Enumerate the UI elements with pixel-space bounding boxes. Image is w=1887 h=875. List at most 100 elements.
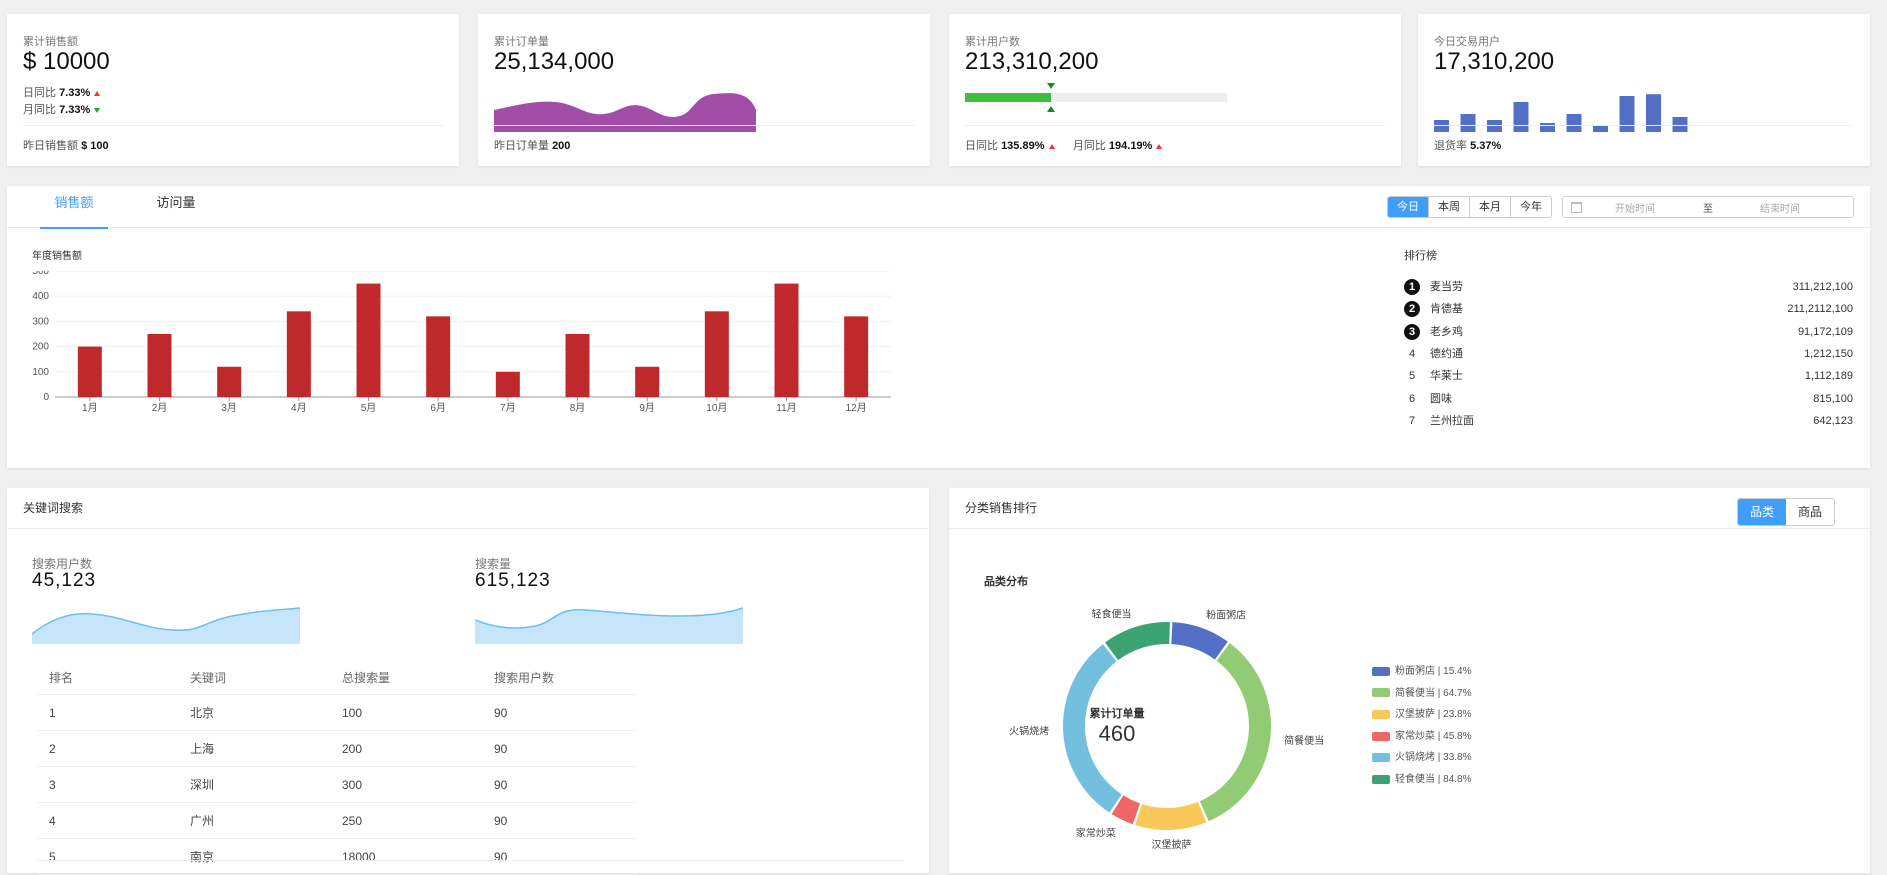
search-count-area-chart: [475, 607, 743, 644]
search-users-area-chart: [32, 607, 300, 644]
col-total-searches: 总搜索量: [341, 660, 493, 695]
donut-slice[interactable]: [1199, 643, 1271, 822]
category-type-button[interactable]: 品类: [1738, 499, 1787, 525]
search-count-area: [475, 608, 743, 644]
arrow-up-icon: [1156, 143, 1163, 149]
donut-slice[interactable]: [1135, 801, 1207, 830]
period-year-button[interactable]: 今年: [1510, 197, 1551, 217]
rank-score: 815,100: [1813, 392, 1853, 405]
table-cell: 90: [493, 730, 638, 767]
ranking-item: 3 老乡鸡 91,172,109: [1404, 321, 1853, 343]
search-count-value: 615,123: [475, 570, 551, 591]
donut-hole: [1086, 645, 1248, 807]
stat-card-orders: 累计订单量 25,134,000 昨日订单量 200: [478, 14, 930, 166]
stat-footer: 退货率 5.37%: [1434, 125, 1854, 166]
end-date-input[interactable]: 结束时间: [1760, 204, 1800, 215]
table-cell: 90: [493, 694, 638, 731]
bar[interactable]: [495, 371, 520, 397]
stat-value: 17,310,200: [1434, 48, 1555, 75]
arrow-down-icon: [94, 107, 101, 113]
legend-item[interactable]: 轻食便当 | 84.8%: [1372, 771, 1472, 789]
rank-name: 德约通: [1430, 347, 1463, 360]
legend-label: 轻食便当 | 84.8%: [1395, 774, 1472, 785]
rank-name: 老乡鸡: [1430, 325, 1463, 338]
bar[interactable]: [774, 283, 799, 397]
period-today-button[interactable]: 今日: [1388, 197, 1428, 217]
stat-label: 累计订单量: [494, 36, 549, 48]
date-range-picker[interactable]: 开始时间 至 结束时间: [1562, 196, 1854, 218]
traders-mini-bar-chart: [1434, 94, 1688, 132]
donut-slice[interactable]: [1063, 644, 1122, 813]
donut-slice-label: 火锅烧烤: [1009, 725, 1049, 738]
rank-name: 麦当劳: [1430, 281, 1463, 293]
y-tick-label: 300: [32, 316, 49, 327]
category-header: 分类销售排行: [949, 488, 1870, 529]
mini-bar: [1566, 114, 1582, 132]
keyword-header: 关键词搜索: [7, 488, 929, 529]
keyword-table-body: 1 北京 100 90 2 上海 200 90 3 深圳 300 90 4 广州 250 90 5 南京 18000…: [38, 694, 638, 875]
bar[interactable]: [426, 316, 451, 397]
tab-sales[interactable]: 销售额: [40, 186, 108, 229]
sales-tabs: 销售额 访问量: [7, 186, 1870, 229]
rank-score: 1,112,189: [1804, 370, 1853, 383]
rank-score: 642,123: [1813, 414, 1853, 427]
bar[interactable]: [217, 366, 242, 397]
donut-center-label: 累计订单量: [1089, 708, 1145, 720]
legend-swatch: [1372, 666, 1390, 676]
search-users-line: [32, 607, 300, 635]
chart-title: 年度销售额: [32, 251, 82, 262]
legend-item[interactable]: 火锅烧烤 | 33.8%: [1372, 749, 1472, 767]
x-tick-label: 1月: [82, 402, 98, 414]
donut-slice[interactable]: [1171, 622, 1228, 660]
bar[interactable]: [77, 346, 102, 397]
legend-swatch: [1372, 710, 1390, 720]
legend-item[interactable]: 简餐便当 | 64.7%: [1372, 685, 1472, 703]
arrow-up-icon: [94, 90, 101, 96]
x-tick-label: 5月: [361, 402, 377, 414]
progress-marker-icon: [1047, 106, 1056, 112]
legend-label: 家常炒菜 | 45.8%: [1395, 730, 1472, 742]
col-search-users: 搜索用户数: [493, 660, 638, 695]
stat-label: 累计用户数: [965, 36, 1020, 48]
col-keyword: 关键词: [189, 660, 341, 695]
x-tick-label: 7月: [500, 402, 516, 414]
table-row: 3 深圳 300 90: [38, 766, 638, 803]
orders-area: [494, 93, 756, 132]
rank-name: 圆味: [1430, 392, 1452, 405]
tab-visits[interactable]: 访问量: [156, 195, 196, 210]
keyword-title: 关键词搜索: [23, 501, 84, 515]
y-tick-label: 200: [32, 342, 49, 353]
table-cell: 南京: [189, 838, 341, 875]
bar[interactable]: [704, 311, 729, 397]
bar[interactable]: [356, 283, 381, 397]
bar[interactable]: [844, 316, 869, 397]
donut-slice-label: 轻食便当: [1092, 607, 1132, 620]
bar[interactable]: [565, 334, 590, 397]
start-date-input[interactable]: 开始时间: [1615, 204, 1655, 215]
rank-number: 5: [1408, 370, 1416, 383]
table-cell: 深圳: [189, 766, 341, 803]
legend-item[interactable]: 粉面粥店 | 15.4%: [1372, 663, 1472, 681]
table-row: 1 北京 100 90: [38, 694, 638, 731]
period-month-button[interactable]: 本月: [1469, 197, 1510, 217]
legend-label: 粉面粥店 | 15.4%: [1395, 666, 1472, 677]
product-type-button[interactable]: 商品: [1798, 505, 1823, 519]
legend-item[interactable]: 家常炒菜 | 45.8%: [1372, 728, 1472, 746]
bar[interactable]: [635, 366, 660, 397]
period-week-button[interactable]: 本周: [1428, 197, 1469, 217]
rank-score: 211,2112,100: [1787, 303, 1853, 316]
donut-slice[interactable]: [1111, 795, 1141, 825]
arrow-up-icon: [1048, 143, 1055, 149]
legend-swatch: [1372, 688, 1390, 698]
search-users-value: 45,123: [32, 570, 97, 591]
legend-item[interactable]: 汉堡披萨 | 23.8%: [1372, 706, 1472, 724]
mini-bar: [1460, 114, 1476, 132]
x-tick-label: 11月: [776, 402, 796, 414]
bar[interactable]: [147, 334, 172, 397]
rank-number: 1: [1404, 279, 1420, 295]
keyword-panel: 关键词搜索 搜索用户数 45,123 搜索量 615,123 排名 关键词 总搜…: [7, 488, 929, 875]
bar[interactable]: [286, 311, 311, 397]
table-cell: 1: [38, 694, 189, 731]
search-count-line: [475, 607, 743, 629]
donut-slice[interactable]: [1105, 622, 1170, 661]
